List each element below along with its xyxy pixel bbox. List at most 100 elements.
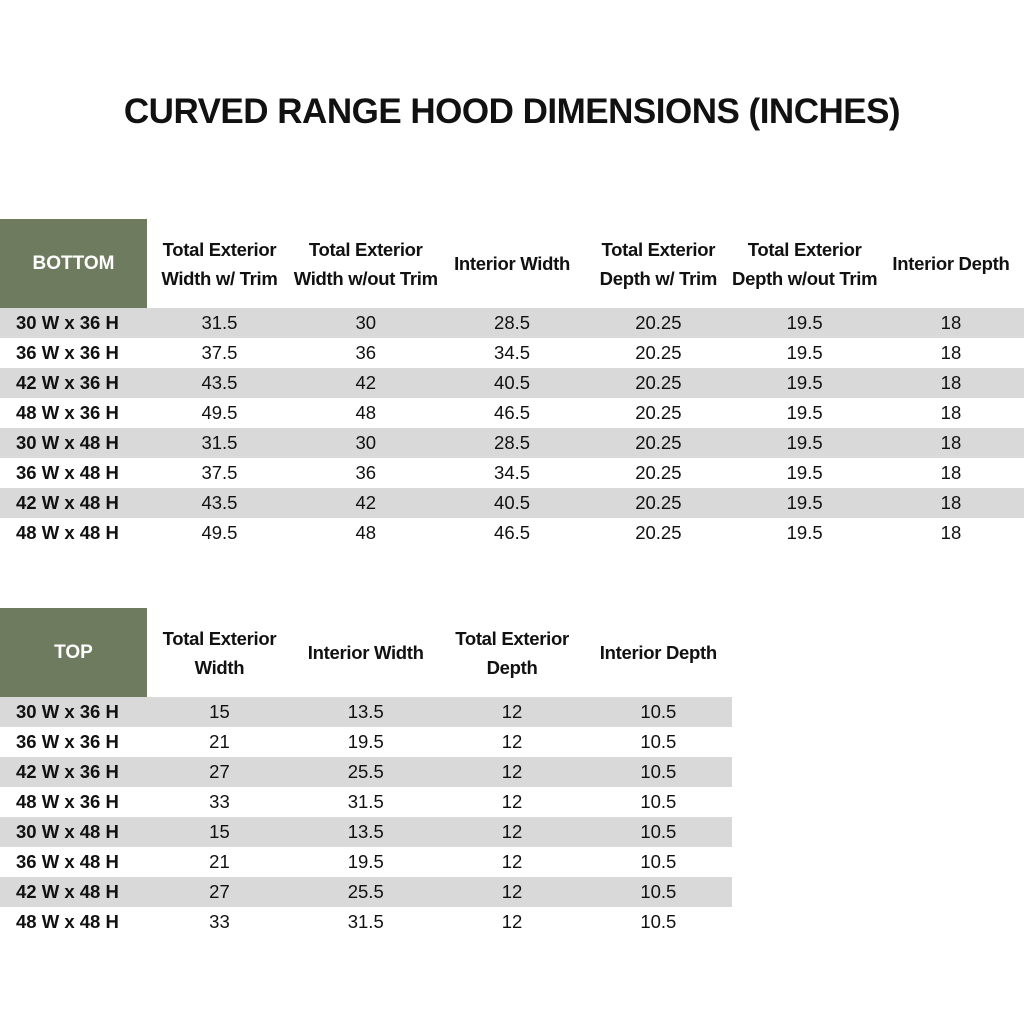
page-title: CURVED RANGE HOOD DIMENSIONS (INCHES) (123, 92, 901, 131)
row-band (0, 757, 732, 787)
table-cell: 46.5 (494, 522, 531, 543)
table-cell: 12 (501, 701, 523, 722)
row-label: 30 W x 48 H (16, 821, 119, 842)
table-cell: 28.5 (494, 312, 531, 333)
table-cell: 21 (209, 731, 230, 752)
table-cell: 20.25 (635, 432, 682, 453)
table-cell: 36 (355, 462, 377, 483)
row-label: 36 W x 36 H (16, 342, 119, 363)
table-cell: 12 (501, 761, 523, 782)
table-cell: 30 (355, 312, 377, 333)
table-cell: 19.5 (786, 522, 823, 543)
table-cell: 19.5 (347, 731, 384, 752)
table-cell: 25.5 (347, 881, 384, 902)
table-cell: 31.5 (347, 911, 384, 932)
table-cell: 12 (501, 851, 523, 872)
row-band (0, 697, 732, 727)
row-label: 48 W x 36 H (16, 791, 119, 812)
table-cell: 18 (940, 342, 962, 363)
table-cell: 10.5 (640, 791, 677, 812)
table-cell: 12 (501, 791, 523, 812)
table-cell: 20.25 (635, 312, 682, 333)
row-band (0, 308, 1024, 338)
column-header: Total Exterior Depth (455, 627, 569, 678)
table-cell: 20.25 (635, 342, 682, 363)
table-cell: 12 (501, 911, 523, 932)
row-label: 42 W x 48 H (16, 492, 119, 513)
table-cell: 10.5 (640, 701, 677, 722)
table-cell: 12 (501, 731, 523, 752)
row-label: 48 W x 36 H (16, 402, 119, 423)
row-label: 48 W x 48 H (16, 911, 119, 932)
row-label: 36 W x 48 H (16, 851, 119, 872)
table-cell: 18 (940, 462, 962, 483)
table-cell: 19.5 (786, 432, 823, 453)
table-cell: 20.25 (635, 402, 682, 423)
column-header: Interior Width (454, 253, 570, 274)
table-cell: 36 (355, 342, 377, 363)
row-label: 42 W x 36 H (16, 761, 119, 782)
table-cell: 48 (355, 402, 377, 423)
row-label: 42 W x 36 H (16, 372, 119, 393)
table-cell: 19.5 (786, 462, 823, 483)
table-cell: 42 (355, 492, 377, 513)
table-cell: 31.5 (347, 791, 384, 812)
table-cell: 27 (209, 881, 230, 902)
table-cell: 21 (209, 851, 230, 872)
row-label: 30 W x 48 H (16, 432, 119, 453)
table-cell: 19.5 (786, 312, 823, 333)
row-label: 36 W x 36 H (16, 731, 119, 752)
table-cell: 31.5 (201, 312, 238, 333)
table-cell: 19.5 (786, 372, 823, 393)
table-cell: 20.25 (635, 372, 682, 393)
table-cell: 10.5 (640, 851, 677, 872)
table-cell: 48 (355, 522, 377, 543)
row-label: 42 W x 48 H (16, 881, 119, 902)
row-band (0, 428, 1024, 458)
table-corner-header: TOP (0, 608, 147, 697)
table-cell: 46.5 (494, 402, 531, 423)
table-cell: 19.5 (347, 851, 384, 872)
table-cell: 13.5 (347, 701, 384, 722)
row-band (0, 817, 732, 847)
row-label: 30 W x 36 H (16, 701, 119, 722)
column-header: Total Exterior Depth w/ Trim (599, 238, 718, 289)
table-cell: 40.5 (494, 492, 531, 513)
table-cell: 43.5 (201, 492, 238, 513)
row-band (0, 488, 1024, 518)
table-cell: 25.5 (347, 761, 384, 782)
table-cell: 37.5 (201, 462, 238, 483)
column-header: Interior Depth (892, 253, 1010, 274)
row-label: 30 W x 36 H (16, 312, 119, 333)
table-cell: 18 (940, 372, 962, 393)
table-cell: 42 (355, 372, 377, 393)
table-cell: 20.25 (635, 462, 682, 483)
table-cell: 19.5 (786, 402, 823, 423)
table-corner-header: BOTTOM (0, 219, 147, 308)
table-cell: 18 (940, 522, 962, 543)
table-cell: 18 (940, 402, 962, 423)
table-cell: 34.5 (494, 342, 531, 363)
table-cell: 18 (940, 312, 962, 333)
table-cell: 10.5 (640, 881, 677, 902)
table-cell: 13.5 (347, 821, 384, 842)
table-cell: 37.5 (201, 342, 238, 363)
table-cell: 34.5 (494, 462, 531, 483)
table-cell: 20.25 (635, 522, 682, 543)
column-header: Total Exterior Width (162, 627, 277, 678)
column-header: Total Exterior Width w/ Trim (161, 238, 278, 289)
table-cell: 18 (940, 492, 962, 513)
row-band (0, 877, 732, 907)
table-cell: 27 (209, 761, 230, 782)
column-header: Total Exterior Width w/out Trim (293, 238, 438, 289)
table-cell: 10.5 (640, 911, 677, 932)
row-label: 36 W x 48 H (16, 462, 119, 483)
table-cell: 18 (940, 432, 962, 453)
table-cell: 28.5 (494, 432, 531, 453)
table-cell: 43.5 (201, 372, 238, 393)
table-cell: 33 (209, 911, 230, 932)
table-cell: 33 (209, 791, 230, 812)
table-cell: 10.5 (640, 761, 677, 782)
column-header: Total Exterior Depth w/out Trim (732, 238, 878, 289)
